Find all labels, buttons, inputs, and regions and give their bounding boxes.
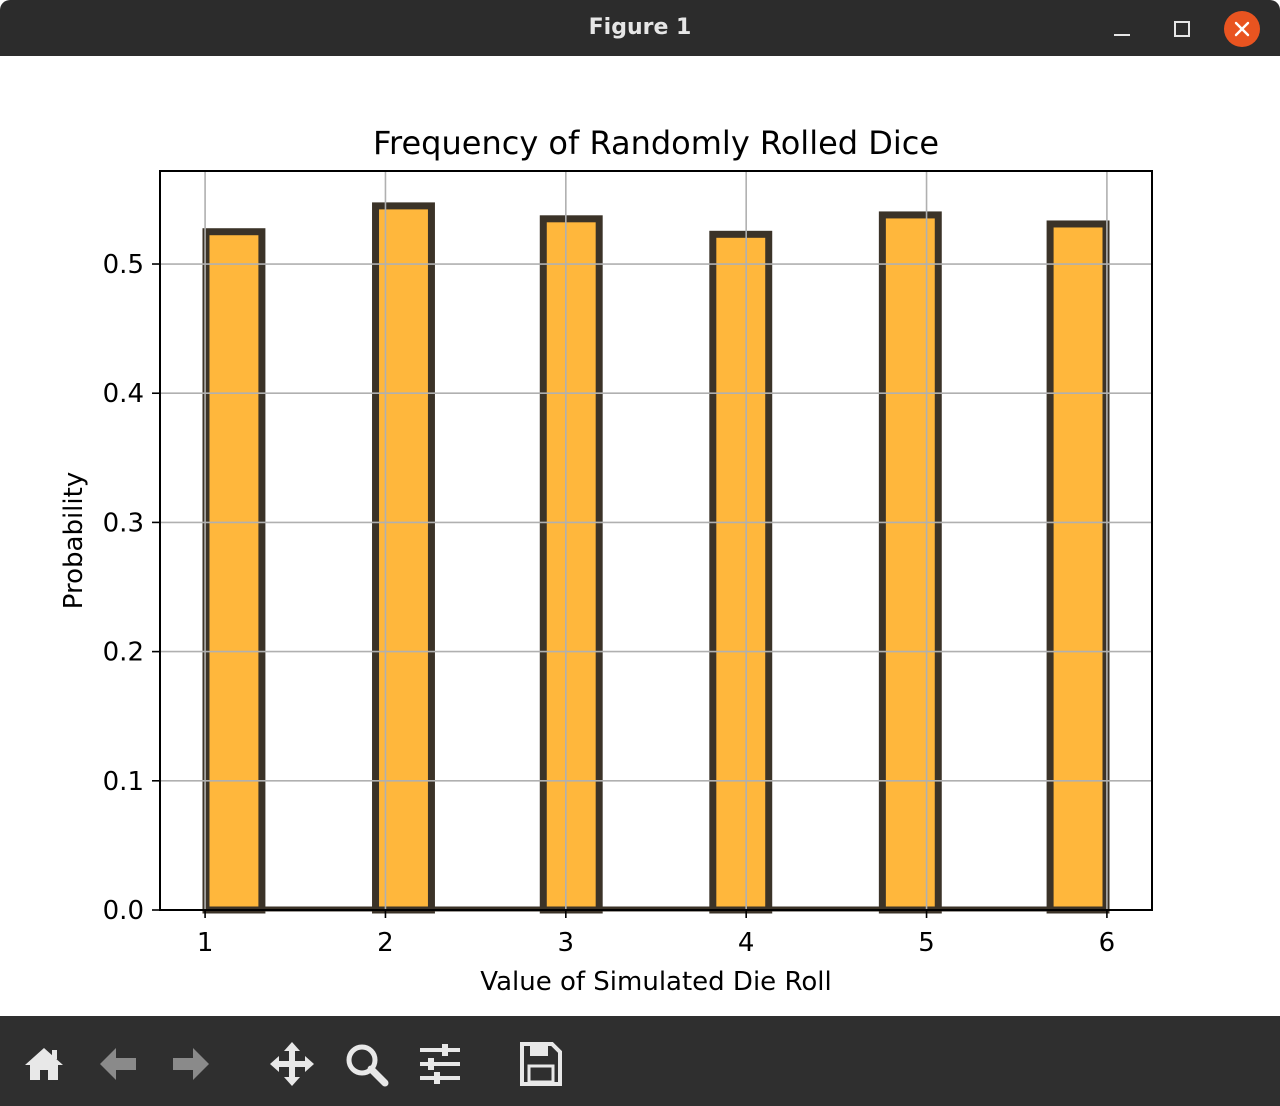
forward-arrow-icon — [173, 1048, 209, 1080]
configure-subplots-button[interactable] — [416, 1040, 464, 1088]
bar-1 — [202, 228, 266, 914]
configure-subplots-icon — [420, 1044, 460, 1084]
close-icon — [1234, 21, 1250, 37]
chart-title: Frequency of Randomly Rolled Dice — [373, 124, 939, 162]
x-tick-label: 6 — [1099, 928, 1116, 958]
save-floppy-icon — [520, 1042, 562, 1086]
ticks: 1 2 3 4 5 6 0.0 0.1 0.2 0.3 0.4 0.5 — [103, 250, 1116, 958]
y-tick-label: 0.1 — [103, 767, 144, 797]
close-button[interactable] — [1224, 11, 1260, 47]
maximize-button[interactable] — [1166, 13, 1198, 45]
bar-5 — [878, 211, 942, 914]
x-tick-label: 1 — [197, 928, 214, 958]
maximize-icon — [1174, 21, 1190, 37]
y-axis-label: Probability — [59, 472, 89, 609]
back-button[interactable] — [94, 1040, 142, 1088]
x-axis-label: Value of Simulated Die Roll — [480, 967, 831, 997]
home-button[interactable] — [20, 1040, 68, 1088]
histogram-chart: 1 2 3 4 5 6 0.0 0.1 0.2 0.3 0.4 0.5 Frequency of Ra… — [59, 124, 1153, 997]
y-tick-label: 0.5 — [103, 250, 144, 280]
window-title: Figure 1 — [588, 15, 692, 40]
home-icon — [25, 1048, 63, 1080]
y-tick-label: 0.3 — [103, 508, 144, 538]
y-tick-label: 0.0 — [103, 896, 144, 926]
bar-3 — [539, 215, 603, 914]
x-tick-label: 5 — [918, 928, 935, 958]
zoom-magnifier-icon — [346, 1044, 389, 1087]
pan-move-icon — [270, 1042, 314, 1086]
zoom-button[interactable] — [342, 1040, 390, 1088]
bar-6 — [1046, 220, 1110, 914]
bars — [202, 202, 1110, 914]
x-tick-label: 2 — [377, 928, 394, 958]
x-tick-label: 4 — [738, 928, 755, 958]
minimize-button[interactable] — [1106, 13, 1138, 45]
grid-lines — [160, 171, 1152, 911]
forward-button[interactable] — [167, 1040, 215, 1088]
bar-4 — [709, 230, 773, 914]
window-titlebar: Figure 1 — [0, 0, 1280, 56]
y-tick-label: 0.2 — [103, 638, 144, 668]
x-tick-label: 3 — [558, 928, 575, 958]
pan-button[interactable] — [268, 1040, 316, 1088]
axes-frame — [159, 170, 1153, 911]
minimize-icon — [1114, 34, 1130, 36]
navigation-toolbar — [0, 1016, 1280, 1106]
back-arrow-icon — [100, 1048, 136, 1080]
bar-2 — [372, 202, 435, 914]
y-tick-label: 0.4 — [103, 379, 144, 409]
figure-canvas: 1 2 3 4 5 6 0.0 0.1 0.2 0.3 0.4 0.5 Frequency of Ra… — [0, 56, 1280, 1016]
save-button[interactable] — [516, 1040, 564, 1088]
